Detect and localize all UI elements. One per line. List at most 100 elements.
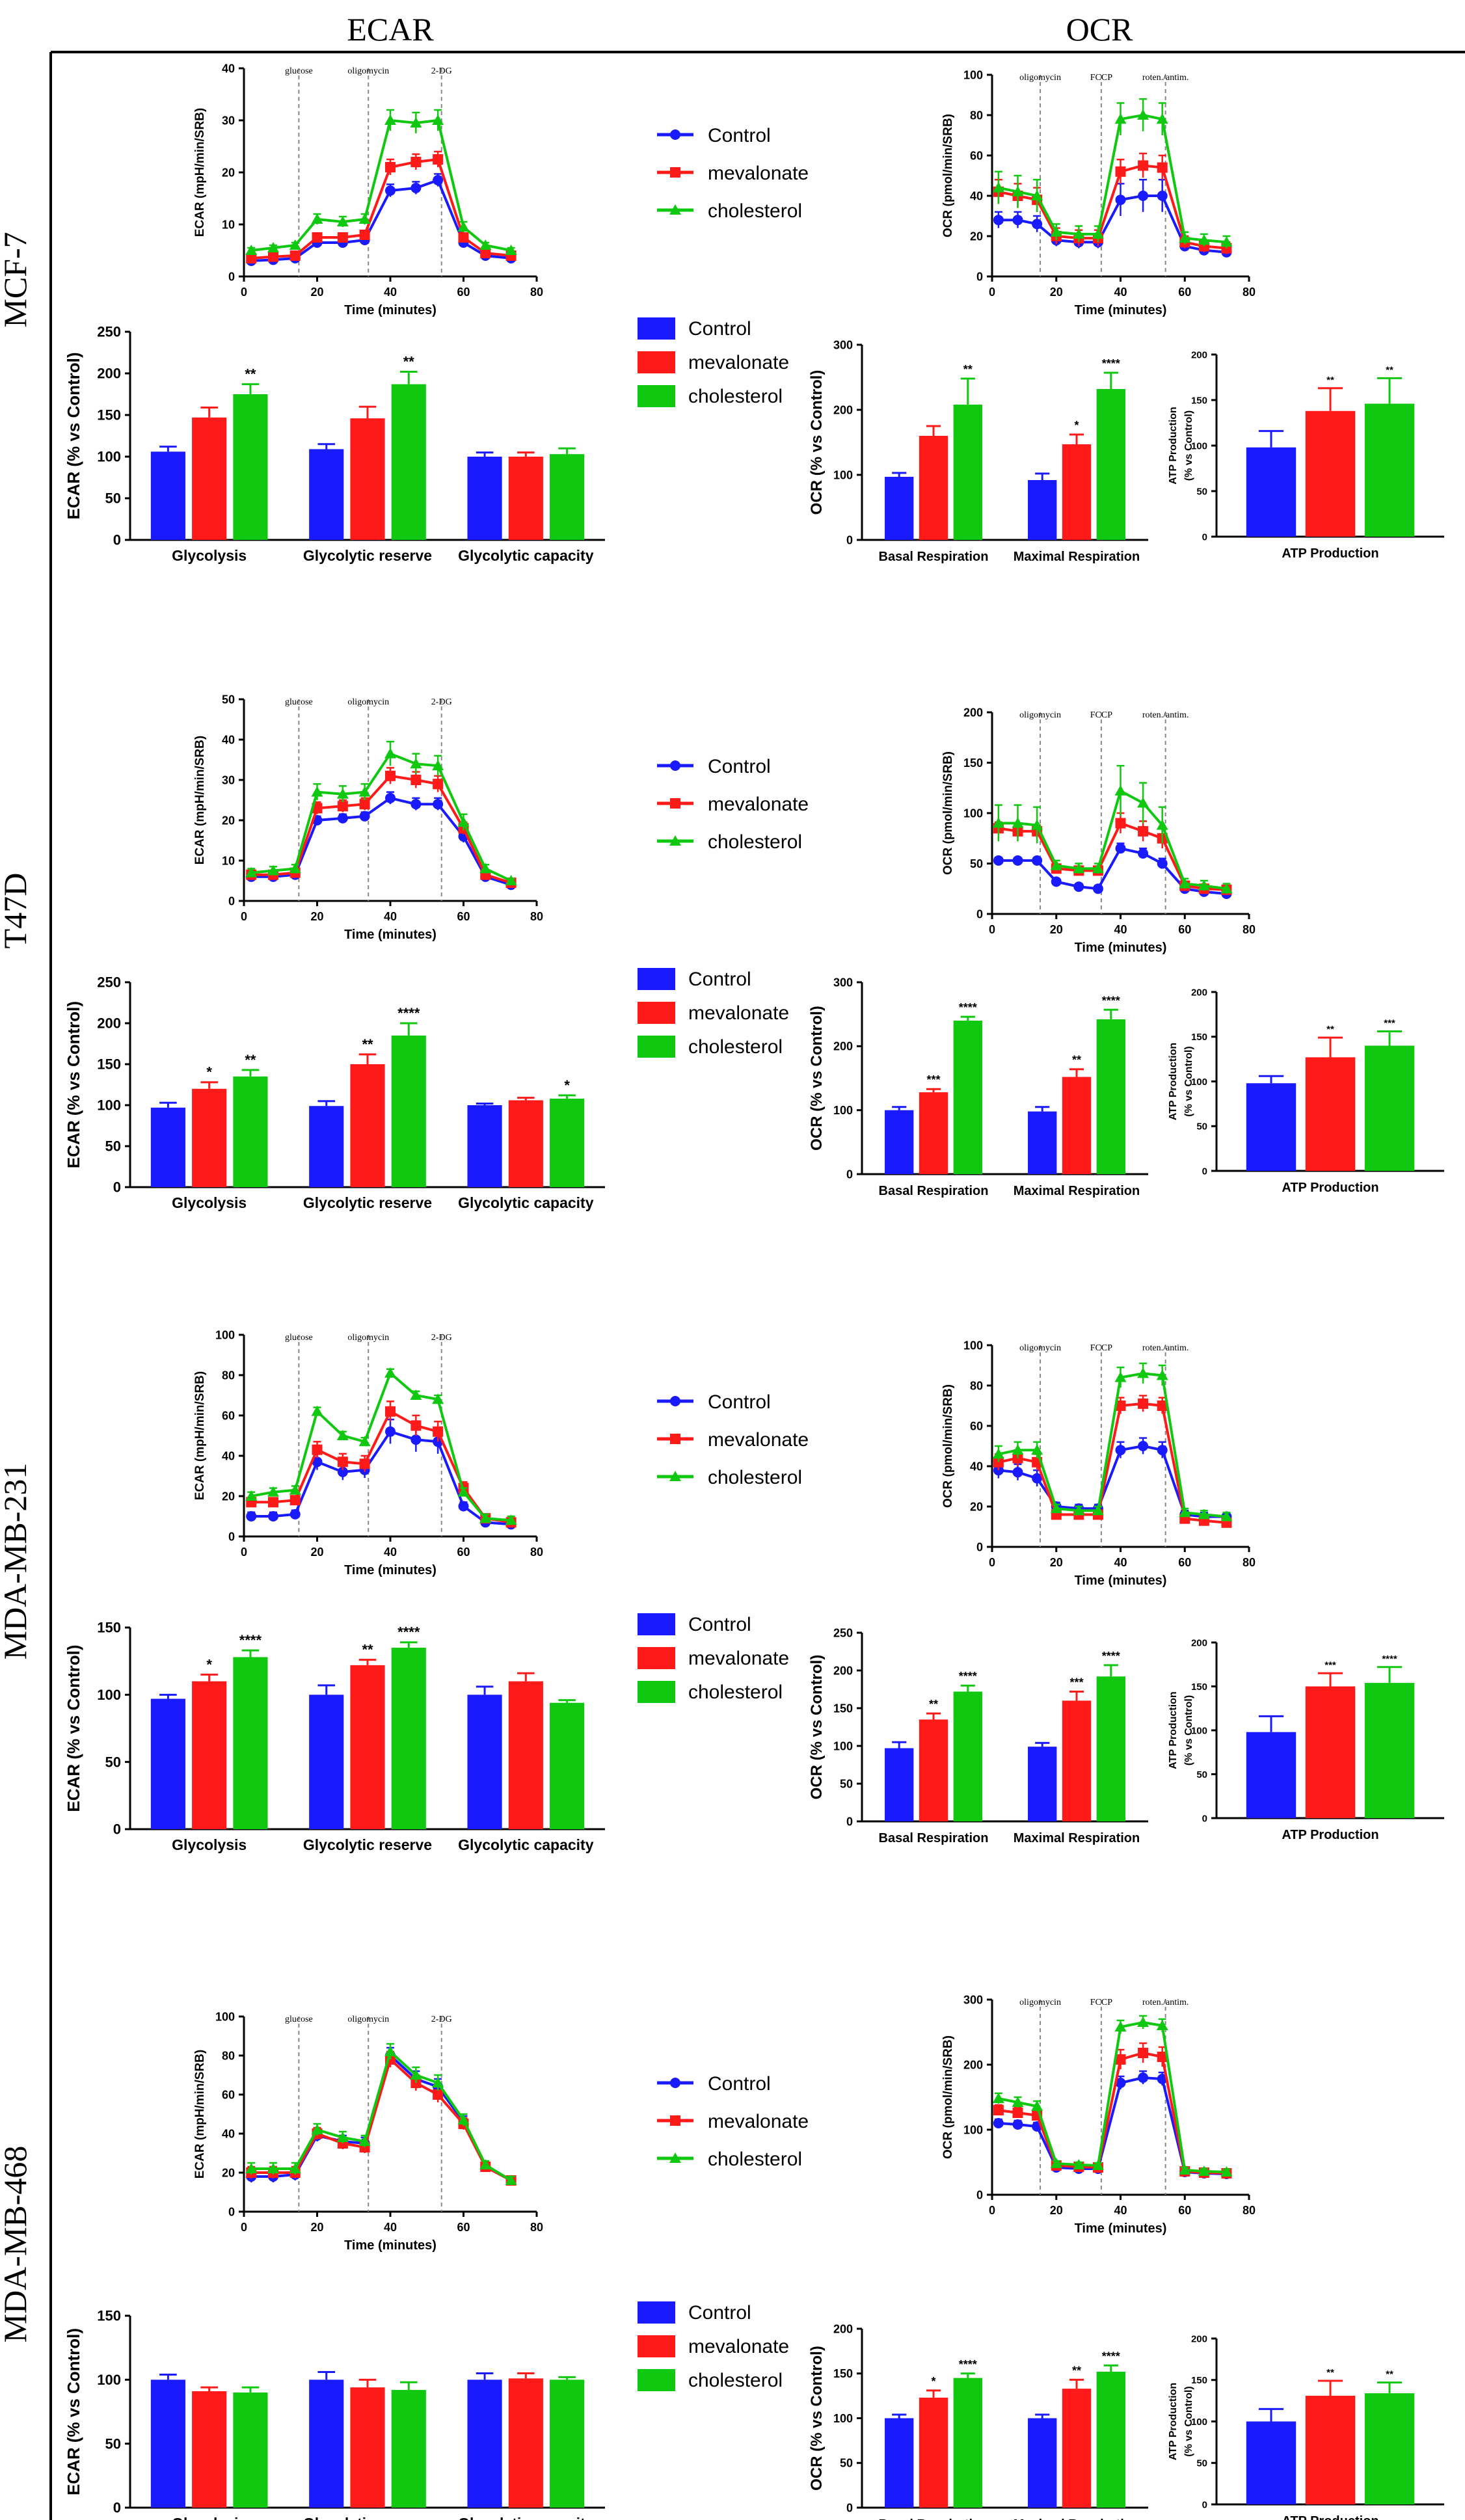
panel-t47d-ecar-bar-sig: **: [362, 1036, 373, 1052]
panel-mcf-7-ecar-bar-bar: [233, 394, 268, 540]
panel-mcf-7-ocr-time-injection-label: FCCP: [1090, 73, 1112, 83]
panel-mda-mb-468-ecar-time-point: [289, 2163, 301, 2173]
panel-t47d-ecar-time-ytick-label: 40: [222, 733, 235, 746]
panel-t47d-ecar-time-xtick-label: 0: [241, 910, 247, 923]
panel-t47d-ocr-bar-sig: ****: [959, 1001, 977, 1014]
panel-mda-mb-231-ocr-time-xtick-label: 0: [989, 1556, 995, 1569]
legend-marker: [669, 1471, 681, 1481]
panel-t47d-ocr-time-point: [1138, 848, 1149, 859]
panel-mda-mb-231-ecar-time-point: [289, 1484, 301, 1495]
panel-mcf-7-ecar-bar-ylabel: ECAR (% vs Control): [64, 352, 83, 519]
panel-t47d-ecar-time-injection-label: glucose: [285, 697, 313, 707]
panel-mda-mb-468-ocr-time-ytick-label: 0: [976, 2188, 983, 2201]
panel-mcf-7-atp-bar-bar: [1246, 447, 1297, 537]
panel-mcf-7-ecar-time-series-line: [251, 118, 512, 252]
header-ocr: OCR: [1066, 11, 1133, 47]
panel-t47d-ecar-time-point: [289, 863, 301, 874]
panel-mda-mb-231-ocr-time-point: [1114, 1371, 1127, 1382]
legend-marker: [670, 1396, 680, 1406]
legend-swatch: [638, 2335, 675, 2357]
panel-mcf-7-ocr-time-xlabel: Time (minutes): [1075, 303, 1167, 317]
panel-mda-mb-231-ecar-time-ytick-label: 100: [215, 1328, 235, 1341]
panel-mda-mb-231-ecar-time-ytick-label: 60: [222, 1409, 235, 1422]
panel-mda-mb-468-ecar-time-point: [336, 2132, 349, 2142]
panel-t47d-ocr-time-injection-label: oligomycin: [1019, 710, 1061, 720]
panel-mda-mb-231-ocr-bar-bar: [1096, 1676, 1125, 1821]
panel-mda-mb-468-ecar-time-injection-label: oligomycin: [347, 2015, 389, 2024]
panel-mda-mb-231-ocr-time-point: [1138, 1398, 1149, 1409]
panel-mda-mb-468-ocr-time-point: [1050, 2158, 1062, 2168]
panel-mcf-7-ecar-bar-sig: **: [245, 366, 256, 382]
panel-mda-mb-231-atp-bar-ytick-label: 100: [1191, 1725, 1207, 1736]
panel-mda-mb-231-ecar-time: 0 20 40 60 80 100 0 20 40 60 80 Time (minutes) ECAR …: [193, 1328, 543, 1577]
panel-mda-mb-231-ecar-time-point: [432, 1393, 444, 1404]
panel-mcf-7-ecar-time-point: [410, 183, 422, 193]
panel-t47d-ocr-time-xtick-label: 80: [1243, 923, 1256, 936]
panel-mda-mb-468-ocr-time-ylabel: OCR (pmol/min/SRB): [941, 2035, 955, 2159]
panel-mda-mb-468-ocr-bar-bar: [953, 2378, 982, 2508]
panel-mda-mb-468-ecar-bar-bar: [192, 2391, 227, 2508]
panel-mda-mb-231-ocr-time-point: [1073, 1505, 1085, 1516]
panel-mda-mb-468-ecar-time-series-line: [251, 2053, 512, 2182]
panel-mda-mb-468-ocr-bar-sig: *: [931, 2375, 935, 2388]
panel-t47d-ocr-time-point: [1198, 879, 1210, 891]
panel-mda-mb-468-ecar-time-injection-label: 2-DG: [431, 2015, 452, 2024]
legend-swatch: [638, 968, 675, 990]
panel-mda-mb-231-ecar-bar-ytick-label: 100: [97, 1687, 121, 1703]
panel-mda-mb-468-bar-legend: Control mevalonate cholesterol: [638, 2301, 789, 2391]
panel-mcf-7-ecar-time-point: [289, 239, 301, 250]
panel-mda-mb-231-ecar-time-xtick-label: 40: [384, 1546, 397, 1559]
panel-mcf-7-ocr-bar-ylabel: OCR (% vs Control): [808, 370, 826, 515]
panel-mda-mb-231-ecar-time-point: [289, 1508, 301, 1520]
panel-mcf-7-atp-bar-sig: **: [1326, 375, 1334, 386]
panel-mcf-7-ocr-time-point: [1138, 191, 1149, 201]
panel-t47d-ocr-time-point: [1031, 819, 1043, 830]
panel-mda-mb-468-ecar-bar-ytick-label: 100: [97, 2372, 121, 2388]
panel-mda-mb-231-ecar-time-point: [268, 1511, 278, 1521]
panel-mda-mb-468-ocr-bar-ylabel: OCR (% vs Control): [808, 2346, 826, 2491]
panel-t47d-ecar-bar-category-label: Glycolysis: [172, 1194, 247, 1211]
panels-root: MCF-7 0 10 20 30 40 0 20 40 60 80 Time (minutes) ECA…: [0, 62, 1444, 2520]
panel-mda-mb-468-ecar-bar-bar: [508, 2378, 543, 2508]
panel-t47d-ecar-bar-ylabel: ECAR (% vs Control): [64, 1001, 83, 1168]
panel-mcf-7-ecar-time-point: [385, 185, 396, 196]
legend-label: cholesterol: [708, 831, 802, 853]
panel-mda-mb-231-ocr-time-point: [1032, 1473, 1043, 1484]
panel-mcf-7-ecar-time-ylabel: ECAR (mpH/min/SRB): [193, 108, 207, 237]
panel-mda-mb-231-ocr-time-point: [1157, 1401, 1168, 1411]
panel-mcf-7-ocr-time-injection-label: oligomycin: [1019, 73, 1061, 83]
panel-t47d-ecar-time-point: [385, 770, 396, 781]
panel-mda-mb-468-ecar-bar-ytick-label: 150: [97, 2308, 121, 2324]
panel-mcf-7-ecar-time-point: [384, 114, 396, 125]
panel-t47d-ocr-time-point: [1092, 883, 1103, 894]
panel-mcf-7-ocr-bar-ytick-label: 100: [833, 468, 853, 481]
panel-mda-mb-231-ocr-time-point: [1179, 1507, 1191, 1518]
panel-mda-mb-231-ocr-time-ytick-label: 100: [963, 1339, 983, 1352]
panel-t47d-ocr-bar-ylabel: OCR (% vs Control): [808, 1006, 826, 1151]
panel-mda-mb-468-ecar-time-ytick-label: 80: [222, 2049, 235, 2062]
panel-mda-mb-231-bar-legend: Control mevalonate cholesterol: [638, 1613, 789, 1703]
panel-mcf-7-ocr-bar-bar: [953, 405, 982, 540]
panel-mda-mb-468-ecar-bar-bar: [150, 2379, 185, 2508]
panel-mcf-7-atp-bar-ytick-label: 0: [1202, 531, 1207, 543]
panel-mcf-7-ocr-time-xtick-label: 40: [1114, 286, 1127, 299]
panel-t47d-ocr-time-injection-label: FCCP: [1090, 710, 1112, 720]
panel-mda-mb-468-ecar-time-xtick-label: 80: [530, 2221, 543, 2234]
panel-mda-mb-231-ocr-bar-ytick-label: 0: [846, 1815, 853, 1828]
panel-mcf-7-ocr-bar-ytick-label: 300: [833, 338, 853, 351]
panel-mda-mb-231-ocr-time-ylabel: OCR (pmol/min/SRB): [941, 1384, 955, 1508]
panel-mda-mb-231-ocr-bar-sig: ***: [1069, 1676, 1083, 1689]
panel-mcf-7-ecar-bar-category-label: Glycolysis: [172, 547, 247, 564]
panel-mcf-7-atp-bar-ytick-label: 50: [1196, 486, 1207, 497]
panel-mda-mb-231-ecar-bar-bar: [550, 1702, 585, 1829]
panel-mcf-7-atp-bar-ylabel2: (% vs Control): [1183, 410, 1194, 481]
panel-mda-mb-231-ecar-time-injection-label: oligomycin: [347, 1333, 389, 1343]
panel-mda-mb-468-atp-bar-ytick-label: 50: [1196, 2458, 1207, 2469]
panel-mda-mb-468-ocr-time-point: [1031, 2100, 1043, 2111]
panel-t47d-ocr-time-xtick-label: 60: [1178, 923, 1191, 936]
panel-mcf-7-ocr-time-point: [1031, 190, 1043, 200]
panel-t47d-ocr-time-ytick-label: 0: [976, 907, 983, 920]
panel-mda-mb-468-atp-bar-sig: **: [1386, 2369, 1393, 2380]
panel-mda-mb-468-ecar-time-ytick-label: 40: [222, 2127, 235, 2140]
legend-swatch: [638, 2301, 675, 2324]
